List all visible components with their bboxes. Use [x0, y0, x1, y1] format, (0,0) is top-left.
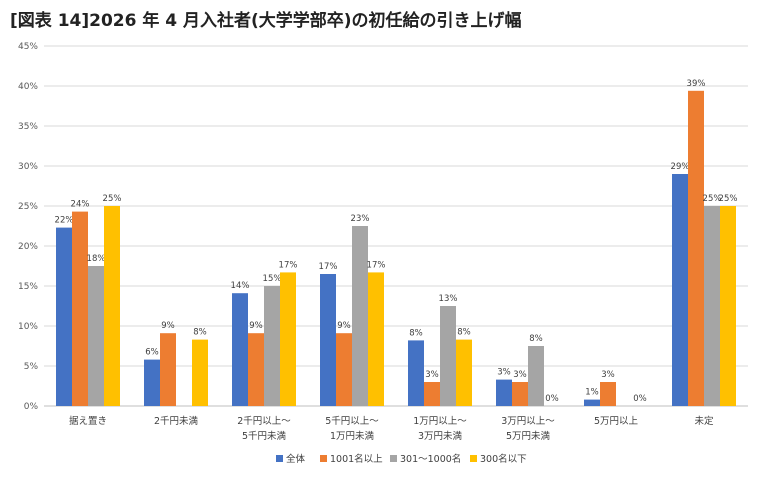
data-label: 17%: [279, 260, 298, 270]
legend-swatch: [390, 455, 397, 462]
bar: [408, 340, 424, 406]
data-label: 8%: [193, 328, 207, 338]
legend-label: 300名以下: [480, 453, 527, 465]
bar: [144, 359, 160, 406]
y-tick-label: 15%: [18, 282, 38, 292]
data-label: 18%: [87, 254, 106, 264]
x-tick-label: 3万円以上～: [501, 416, 555, 427]
data-label: 3%: [601, 370, 615, 380]
data-label: 17%: [367, 260, 386, 270]
data-label: 39%: [687, 79, 706, 89]
data-label: 25%: [703, 194, 722, 204]
x-tick-label: 1万円以上～: [413, 416, 467, 427]
data-label: 0%: [633, 394, 647, 404]
legend-label: 全体: [286, 453, 306, 465]
x-tick-label: 未定: [694, 415, 714, 427]
data-label: 29%: [671, 162, 690, 172]
bar: [688, 90, 704, 407]
y-tick-label: 45%: [18, 42, 38, 52]
data-label: 25%: [719, 194, 738, 204]
y-tick-label: 10%: [18, 322, 38, 332]
data-label: 14%: [231, 281, 250, 291]
y-tick-label: 5%: [24, 362, 39, 372]
bar: [424, 382, 440, 406]
data-label: 3%: [513, 370, 527, 380]
bar: [232, 293, 248, 406]
bar: [456, 339, 472, 406]
bar: [368, 272, 384, 406]
x-tick-label: 2千円以上～: [237, 416, 291, 427]
bar: [72, 211, 88, 406]
y-tick-label: 35%: [18, 122, 38, 132]
bar: [600, 382, 616, 406]
bar: [528, 346, 544, 406]
bar: [352, 226, 368, 406]
data-label: 9%: [249, 321, 263, 331]
data-label: 15%: [263, 274, 282, 284]
data-label: 24%: [71, 200, 90, 210]
data-label: 8%: [529, 334, 543, 344]
x-tick-label: 据え置き: [69, 415, 107, 427]
x-tick-label: 5万円以上: [594, 416, 639, 427]
y-tick-label: 30%: [18, 162, 38, 172]
bar: [512, 382, 528, 406]
bar: [720, 206, 736, 406]
bar: [192, 339, 208, 406]
data-label: 22%: [55, 216, 74, 226]
legend-label: 301～1000名: [400, 453, 461, 465]
legend-swatch: [470, 455, 477, 462]
legend-swatch: [320, 455, 327, 462]
bar: [248, 333, 264, 406]
data-label: 17%: [319, 262, 338, 272]
y-tick-label: 20%: [18, 242, 38, 252]
data-label: 9%: [161, 321, 175, 331]
bar: [496, 379, 512, 406]
bar: [88, 266, 104, 406]
x-tick-label: 3万円未満: [418, 430, 463, 442]
bar: [280, 272, 296, 406]
data-label: 1%: [585, 388, 599, 398]
data-label: 9%: [337, 321, 351, 331]
data-label: 8%: [457, 328, 471, 338]
x-tick-label: 5万円未満: [506, 430, 551, 442]
bar: [104, 206, 120, 406]
legend-swatch: [276, 455, 283, 462]
x-tick-label: 1万円未満: [330, 430, 375, 442]
x-tick-label: 5千円以上～: [325, 416, 379, 427]
data-label: 6%: [145, 348, 159, 358]
bar: [160, 333, 176, 406]
data-label: 13%: [439, 294, 458, 304]
bar: [320, 274, 336, 406]
bar: [56, 227, 72, 406]
data-label: 25%: [103, 194, 122, 204]
data-label: 3%: [425, 370, 439, 380]
bar: [264, 286, 280, 406]
data-label: 23%: [351, 214, 370, 224]
chart-title: [図表 14]2026 年 4 月入社者(大学学部卒)の初任給の引き上げ幅: [10, 11, 522, 31]
bar: [584, 399, 600, 406]
x-tick-label: 2千円未満: [154, 415, 199, 427]
data-label: 0%: [545, 394, 559, 404]
bar: [704, 206, 720, 406]
data-label: 8%: [409, 328, 423, 338]
y-tick-label: 25%: [18, 202, 38, 212]
bar: [336, 333, 352, 406]
bar: [440, 306, 456, 406]
x-tick-label: 5千円未満: [242, 430, 287, 442]
y-tick-label: 0%: [24, 402, 39, 412]
y-tick-label: 40%: [18, 82, 38, 92]
data-label: 3%: [497, 368, 511, 378]
legend-label: 1001名以上: [330, 453, 383, 465]
bar: [672, 174, 688, 406]
